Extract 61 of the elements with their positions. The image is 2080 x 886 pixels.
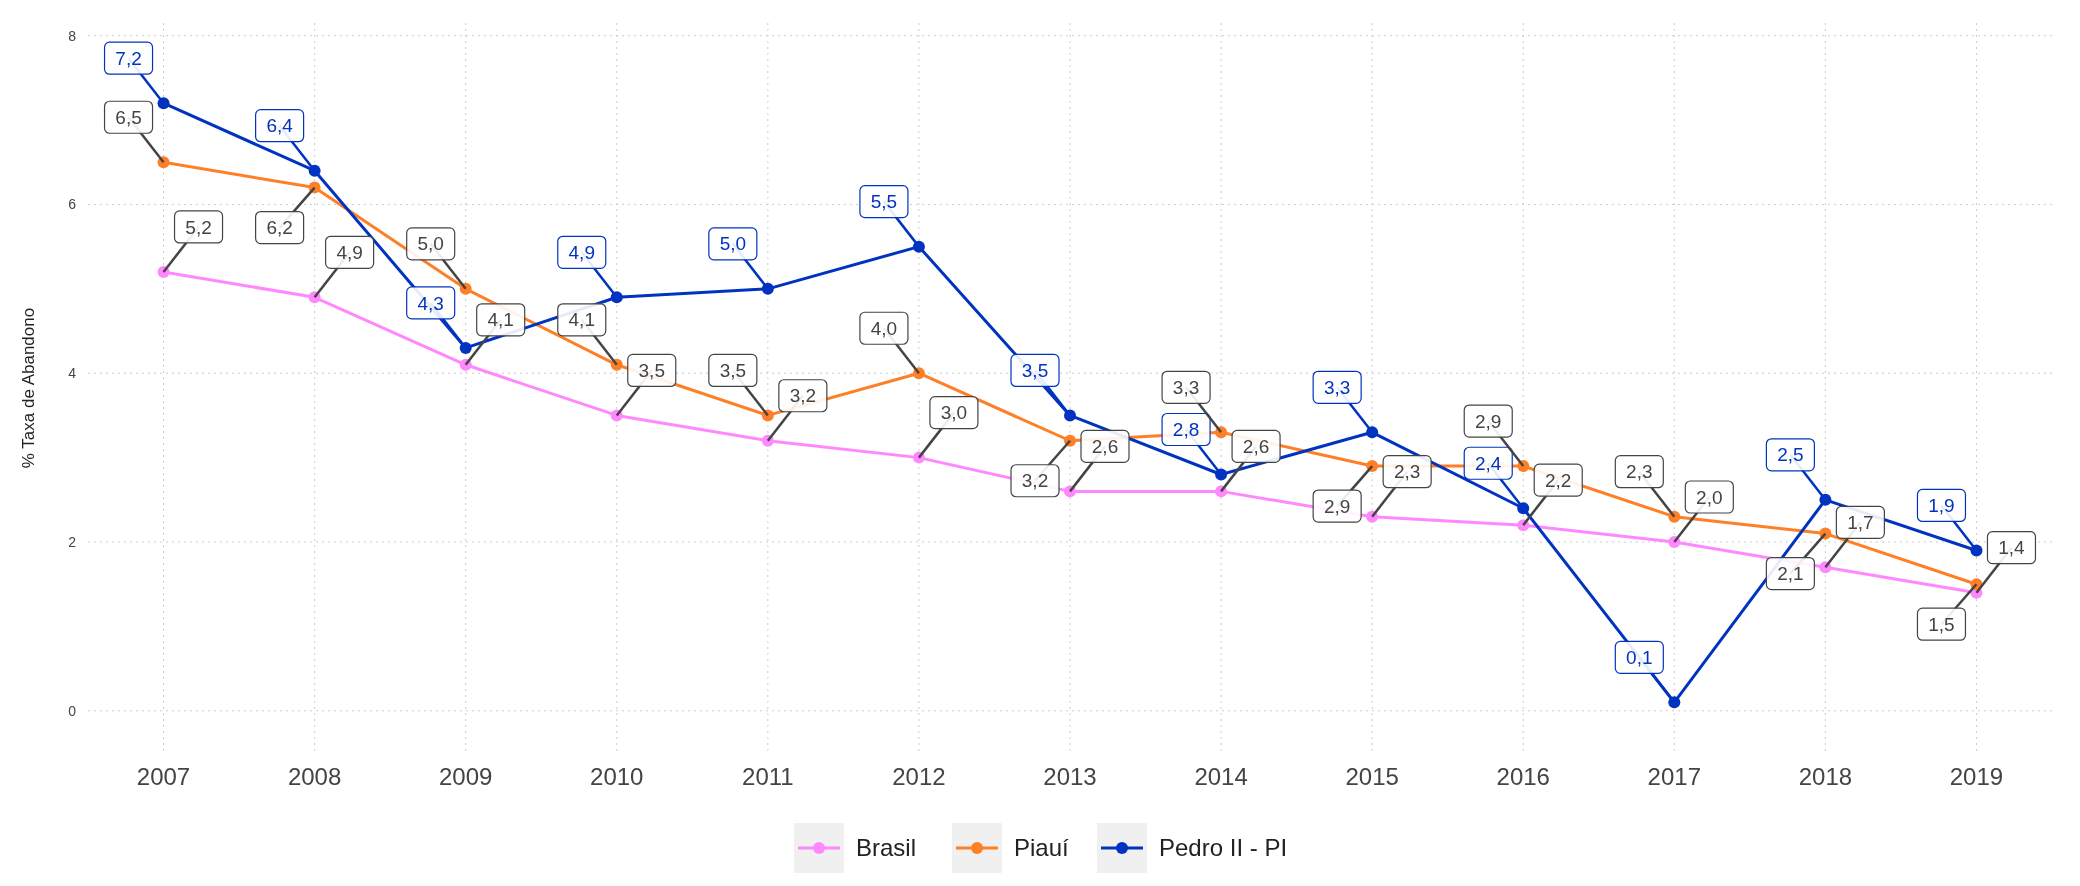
x-tick-label: 2014	[1194, 763, 1248, 790]
data-label: 5,0	[417, 233, 444, 255]
data-label: 2,9	[1475, 410, 1502, 432]
data-label: 2,1	[1777, 563, 1804, 585]
y-tick-label: 4	[68, 365, 77, 382]
x-tick-label: 2010	[590, 763, 644, 790]
data-label: 6,2	[266, 217, 293, 239]
x-tick-label: 2009	[439, 763, 493, 790]
data-label: 2,9	[1323, 495, 1351, 517]
x-tick-label: 2008	[287, 763, 342, 790]
data-label: 2,2	[1545, 469, 1572, 491]
data-label: 5,2	[185, 216, 212, 238]
data-label: 5,5	[870, 191, 898, 213]
data-label: 4,9	[568, 241, 595, 263]
y-axis-title: % Taxa de Abandono	[19, 307, 38, 469]
y-tick-label: 0	[68, 702, 77, 719]
y-tick-label: 2	[68, 533, 77, 550]
data-label: 3,3	[1323, 376, 1351, 398]
data-label: 5,0	[719, 233, 747, 255]
data-label: 4,1	[568, 309, 595, 331]
legend-label: Pedro II - PI	[1159, 834, 1288, 862]
data-label: 1,5	[1928, 613, 1955, 635]
data-label: 4,1	[487, 309, 514, 331]
data-label: 7,2	[115, 47, 142, 69]
x-tick-label: 2007	[136, 763, 191, 790]
data-label: 3,5	[1021, 360, 1049, 382]
data-label: 3,0	[940, 402, 968, 424]
data-label: 2,5	[1777, 444, 1804, 466]
y-tick-label: 6	[68, 196, 77, 213]
data-label: 0,1	[1626, 647, 1653, 669]
data-label: 1,7	[1847, 511, 1874, 533]
data-label: 1,9	[1928, 495, 1955, 517]
data-label: 2,0	[1696, 486, 1723, 508]
data-label: 2,3	[1626, 461, 1653, 483]
y-tick-label: 8	[68, 27, 77, 44]
data-label: 6,4	[266, 115, 294, 137]
x-tick-label: 2015	[1345, 763, 1399, 790]
legend-label: Piauí	[1014, 834, 1070, 862]
legend-label: Brasil	[856, 834, 917, 862]
data-label: 2,6	[1091, 436, 1119, 458]
data-label: 4,0	[870, 317, 898, 339]
data-label: 4,3	[417, 292, 444, 314]
x-tick-label: 2018	[1798, 763, 1853, 790]
x-tick-label: 2012	[892, 763, 946, 790]
data-label: 2,3	[1393, 461, 1421, 483]
data-label: 2,8	[1172, 419, 1200, 441]
data-label: 6,5	[115, 106, 142, 128]
data-label: 3,2	[789, 385, 817, 407]
x-tick-label: 2016	[1496, 763, 1550, 790]
data-label: 1,4	[1998, 537, 2026, 559]
data-label: 2,4	[1475, 452, 1502, 474]
data-label: 3,5	[719, 360, 747, 382]
data-label: 4,9	[336, 241, 363, 263]
data-label: 3,5	[638, 360, 665, 382]
data-label: 3,2	[1021, 470, 1049, 492]
x-tick-label: 2019	[1949, 763, 2004, 790]
x-tick-label: 2013	[1043, 763, 1097, 790]
x-tick-label: 2011	[742, 763, 794, 790]
data-label: 2,6	[1242, 436, 1270, 458]
x-tick-label: 2017	[1647, 763, 1701, 790]
data-label: 3,3	[1172, 376, 1200, 398]
